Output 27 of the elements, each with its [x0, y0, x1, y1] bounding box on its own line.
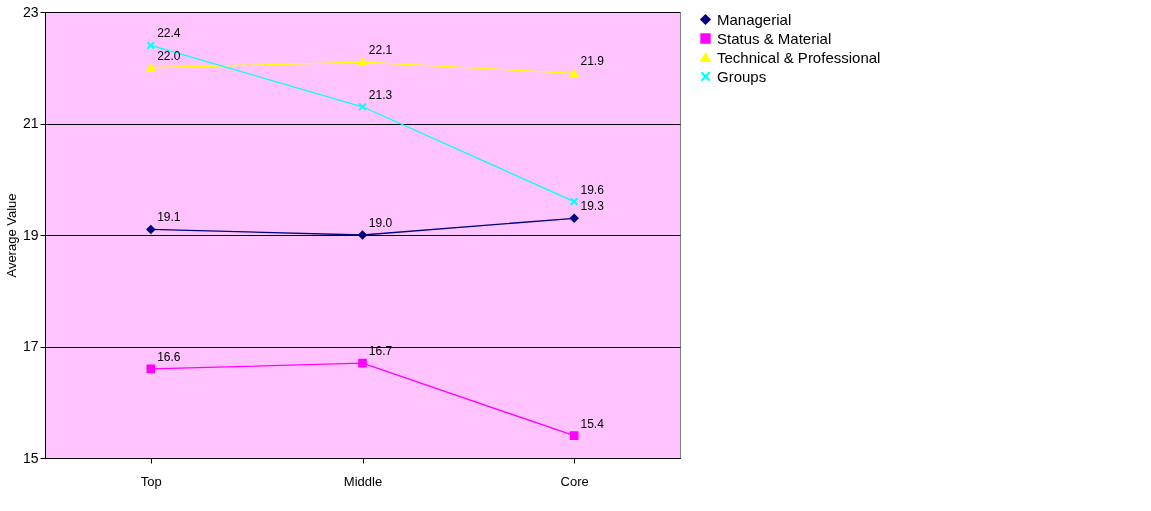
point	[569, 197, 579, 206]
legend-label: Managerial	[717, 10, 792, 28]
x-tick-label: Middle	[343, 473, 383, 489]
data-label: 21.3	[368, 87, 393, 102]
y-tick-label: 19	[22, 226, 39, 243]
data-label: 22.1	[368, 43, 393, 58]
data-label: 19.3	[580, 199, 605, 214]
data-label: 21.9	[580, 54, 605, 69]
legend-label: Status & Material	[717, 29, 832, 47]
data-label: 19.1	[157, 210, 181, 225]
y-tick-label: 17	[22, 338, 39, 354]
data-label: 19.6	[580, 182, 605, 197]
legend-label: Groups	[717, 67, 767, 85]
x-tick-label: Top	[140, 473, 162, 489]
legend-label: Technical & Professional	[717, 48, 881, 66]
data-label: 15.4	[580, 416, 605, 431]
point	[358, 102, 367, 112]
data-label: 22.4	[157, 26, 181, 41]
y-axis-title: Average Value	[3, 193, 19, 278]
data-label: 16.6	[157, 349, 181, 364]
y-tick-label: 15	[22, 449, 39, 466]
point	[146, 41, 156, 50]
x-tick-label: Core	[560, 473, 589, 489]
y-tick-label: 23	[22, 3, 39, 20]
data-label: 19.0	[368, 216, 393, 230]
y-tick-label: 21	[22, 115, 39, 131]
data-label: 22.0	[157, 48, 181, 63]
